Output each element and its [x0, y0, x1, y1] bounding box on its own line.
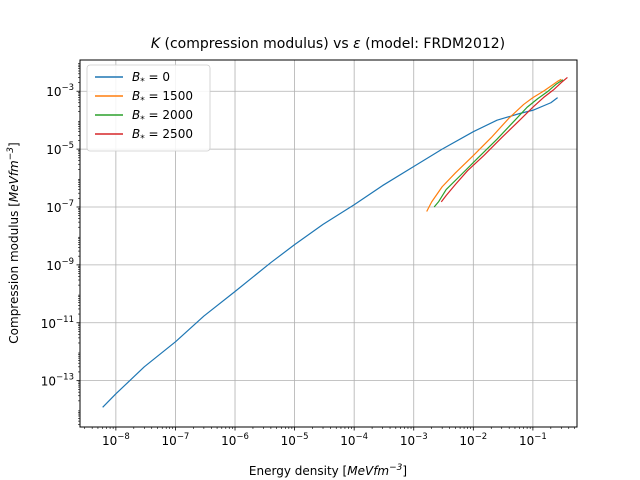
- y-tick-label: 10−5: [46, 141, 74, 157]
- y-tick-label: 10−3: [46, 83, 74, 99]
- series-line-0: [102, 97, 558, 408]
- legend-box: [86, 64, 211, 152]
- series-line-3: [440, 76, 568, 203]
- x-tick-label: 10−8: [102, 432, 130, 448]
- legend-entry-label: B* = 0: [132, 70, 170, 87]
- y-tick-label: 10−9: [46, 257, 74, 273]
- y-tick-label: 10−13: [41, 373, 74, 389]
- x-tick-label: 10−4: [340, 432, 368, 448]
- plot-frame: [79, 59, 578, 428]
- legend-entry-label: B* = 1500: [132, 89, 193, 106]
- x-tick-label: 10−7: [162, 432, 190, 448]
- y-tick-label: 10−11: [41, 315, 74, 331]
- y-tick-label: 10−7: [46, 199, 74, 215]
- series-line-1: [426, 78, 562, 212]
- axis-ticks: 10−8 10−7 10−6 10−5 10−4 10−3 10−2 10−1 10−13 10−…: [41, 63, 575, 448]
- x-tick-label: 10−1: [519, 432, 547, 448]
- legend: B* = 0 B* = 1500 B* = 2000 B* = 2500: [86, 64, 211, 152]
- series-lines: [102, 76, 568, 408]
- chart-title: K (compression modulus) vs ε (model: FRD…: [151, 36, 505, 52]
- series-line-2: [433, 79, 564, 208]
- legend-entry-label: B* = 2500: [132, 127, 193, 144]
- x-tick-label: 10−2: [459, 432, 487, 448]
- y-axis-label: Compression modulus [MeVfm−3]: [6, 142, 21, 343]
- x-tick-label: 10−6: [221, 432, 249, 448]
- x-tick-label: 10−3: [400, 432, 428, 448]
- x-axis-label: Energy density [MeVfm−3]: [249, 463, 407, 478]
- x-tick-label: 10−5: [281, 432, 309, 448]
- legend-entry-label: B* = 2000: [132, 108, 193, 125]
- grid-lines: [80, 60, 577, 427]
